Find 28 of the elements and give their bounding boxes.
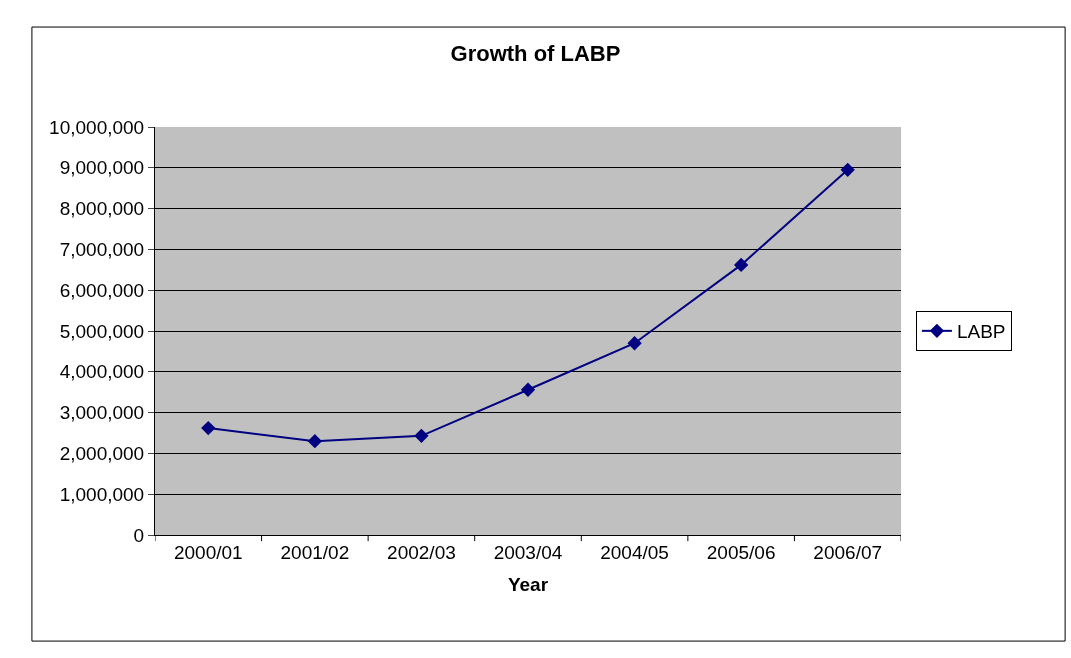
- x-axis-title: Year: [507, 573, 549, 595]
- y-tick-label: 3,000,000: [59, 402, 145, 424]
- x-tick-label: 2001/02: [280, 541, 350, 563]
- x-tick-label: 2004/05: [600, 541, 669, 563]
- point: [520, 382, 536, 397]
- y-tick-label: 2,000,000: [59, 443, 145, 465]
- y-tick-label: 1,000,000: [59, 483, 145, 505]
- y-tick-label: 6,000,000: [59, 279, 145, 301]
- x-tick-label: 2002/03: [387, 541, 456, 563]
- x-tick-label: 2003/04: [493, 541, 563, 563]
- y-tick-label: 0: [133, 524, 145, 546]
- y-tick-label: 10,000,000: [49, 116, 145, 138]
- y-tick-label: 9,000,000: [59, 157, 145, 179]
- y-tick-label: 8,000,000: [59, 198, 145, 220]
- x-tick-label: 2006/07: [813, 541, 883, 563]
- x-tick-label: 2005/06: [706, 541, 776, 563]
- point: [414, 428, 429, 444]
- y-tick-label: 5,000,000: [59, 320, 145, 342]
- y-tick-label: 7,000,000: [59, 239, 145, 261]
- point: [627, 336, 642, 351]
- point: [733, 257, 749, 273]
- y-tick-label: 4,000,000: [59, 361, 145, 383]
- chart-title: Growth of LABP: [450, 41, 621, 67]
- x-tick-label: 2000/01: [173, 541, 243, 563]
- legend-label: LABP: [956, 321, 1006, 343]
- point: [307, 434, 323, 449]
- point: [840, 162, 855, 177]
- point: [201, 420, 216, 436]
